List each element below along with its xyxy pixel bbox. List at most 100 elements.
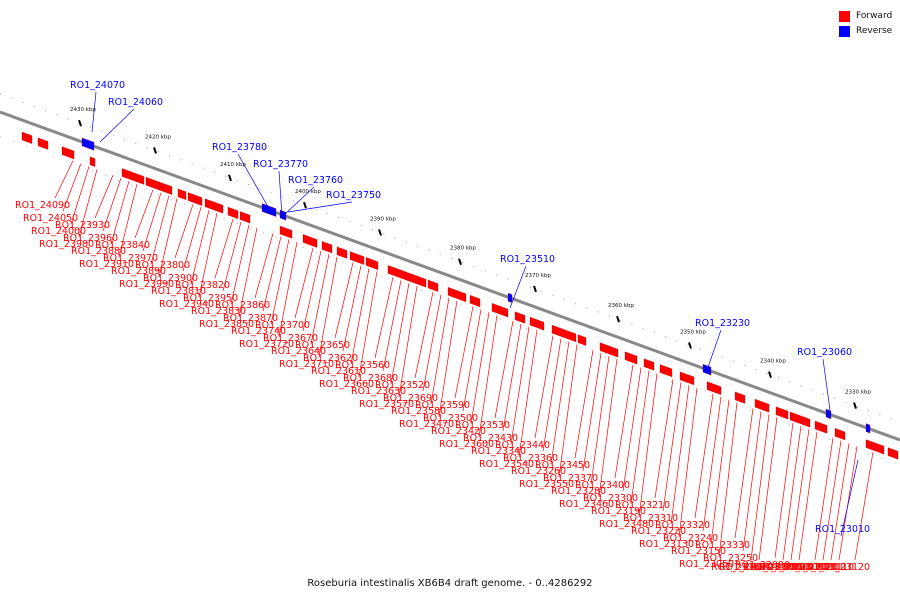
forward-gene-label[interactable]: RO1_23050 — [679, 402, 738, 570]
forward-gene-label[interactable]: RO1_23520 — [375, 291, 434, 391]
forward-gene[interactable] — [145, 176, 161, 191]
forward-gene-label[interactable]: RO1_23990 — [119, 198, 178, 290]
forward-gene-label[interactable]: RO1_23190 — [591, 370, 650, 517]
forward-gene-label[interactable]: RO1_23900 — [143, 207, 202, 284]
forward-gene-label[interactable]: RO1_23710 — [279, 256, 338, 370]
forward-gene[interactable] — [61, 146, 75, 160]
forward-gene-label[interactable]: RO1_23440 — [495, 335, 554, 451]
forward-gene-label[interactable]: RO1_23210 — [615, 379, 674, 511]
forward-gene-label[interactable]: RO1_23590 — [415, 306, 474, 411]
forward-gene-label[interactable]: RO1_23620 — [303, 265, 362, 364]
forward-gene-label[interactable]: RO1_23610 — [311, 268, 370, 377]
forward-gene-label[interactable]: RO1_23660 — [319, 271, 378, 390]
forward-gene[interactable] — [279, 225, 293, 239]
forward-gene-label[interactable]: RO1_23280 — [551, 355, 610, 497]
reverse-gene-label[interactable]: RO1_23750 — [287, 190, 381, 213]
forward-gene[interactable] — [789, 411, 811, 428]
forward-gene-label[interactable]: RO1_23100 — [791, 443, 850, 573]
forward-gene-label[interactable]: RO1_23430 — [463, 323, 522, 444]
forward-gene-label[interactable]: RO1_23810 — [151, 210, 210, 297]
forward-gene-label[interactable]: RO1_23110 — [799, 446, 858, 573]
forward-gene[interactable] — [227, 206, 239, 219]
forward-gene-label[interactable]: RO1_23680 — [343, 280, 402, 384]
forward-gene-label[interactable]: RO1_24000 — [31, 166, 90, 237]
reverse-gene-label[interactable]: RO1_23060 — [797, 347, 852, 411]
forward-gene[interactable] — [159, 182, 173, 195]
forward-gene[interactable] — [643, 358, 655, 371]
forward-gene-label[interactable]: RO1_23130 — [639, 387, 698, 550]
forward-gene[interactable] — [427, 279, 439, 292]
forward-gene-label[interactable]: RO1_23570 — [359, 285, 418, 410]
forward-gene-label[interactable]: RO1_23840 — [95, 189, 154, 251]
forward-gene[interactable] — [529, 316, 545, 331]
forward-gene[interactable] — [387, 265, 427, 288]
forward-gene[interactable] — [89, 156, 96, 167]
forward-gene-label[interactable]: RO1_23690 — [383, 294, 442, 404]
forward-gene-label[interactable]: RO1_23240 — [663, 396, 722, 544]
forward-gene-label[interactable]: RO1_23720 — [239, 242, 298, 350]
forward-gene[interactable] — [865, 439, 885, 455]
forward-gene[interactable] — [469, 295, 481, 308]
forward-gene-label[interactable]: RO1_23910 — [79, 183, 138, 270]
reverse-gene[interactable] — [81, 137, 95, 151]
forward-gene[interactable] — [679, 371, 695, 386]
forward-gene-label[interactable]: RO1_23330 — [695, 408, 754, 551]
forward-gene-label[interactable]: RO1_23170 — [743, 425, 802, 573]
forward-gene-label[interactable]: RO1_23700 — [255, 247, 314, 331]
forward-gene-label[interactable]: RO1_23470 — [399, 300, 458, 430]
forward-gene-label[interactable]: RO1_23800 — [135, 204, 194, 271]
forward-gene-label[interactable]: RO1_23560 — [335, 277, 394, 371]
forward-gene-label[interactable]: RO1_23540 — [479, 329, 538, 470]
forward-gene-label[interactable]: RO1_23220 — [631, 385, 690, 537]
forward-gene-label[interactable]: RO1_23500 — [423, 309, 482, 424]
forward-gene[interactable] — [577, 334, 587, 346]
forward-gene-label[interactable]: RO1_23740 — [231, 239, 290, 337]
forward-gene-label[interactable]: RO1_23980 — [39, 169, 98, 250]
forward-gene-label[interactable]: RO1_23020 — [783, 440, 842, 573]
forward-gene-label[interactable]: RO1_23870 — [223, 236, 282, 324]
forward-gene[interactable] — [814, 420, 828, 434]
forward-gene-label[interactable]: RO1_23120 — [815, 452, 874, 573]
forward-gene-label[interactable]: RO1_23550 — [519, 344, 578, 490]
reverse-gene-label[interactable]: RO1_23760 — [284, 175, 343, 215]
forward-gene-label[interactable]: RO1_23080 — [751, 428, 810, 573]
forward-gene-label[interactable]: RO1_23000 — [759, 431, 818, 573]
forward-gene[interactable] — [239, 211, 251, 224]
forward-gene[interactable] — [321, 241, 333, 254]
forward-gene-label[interactable]: RO1_23370 — [543, 352, 602, 484]
forward-gene-label[interactable]: RO1_23250 — [703, 411, 762, 564]
forward-gene-label[interactable]: RO1_23320 — [655, 393, 714, 531]
forward-gene-label[interactable]: RO1_23400 — [575, 364, 634, 491]
forward-gene-label[interactable]: RO1_23260 — [511, 341, 570, 477]
forward-gene-label[interactable]: RO1_23340 — [471, 326, 530, 457]
reverse-gene-label[interactable]: RO1_24060 — [99, 97, 163, 143]
forward-gene[interactable] — [734, 391, 746, 404]
forward-gene-label[interactable]: RO1_23600 — [439, 315, 498, 450]
forward-gene-label[interactable]: RO1_23580 — [391, 297, 450, 417]
forward-gene-label[interactable]: RO1_23420 — [431, 312, 490, 437]
forward-gene-label[interactable]: RO1_24090 — [15, 160, 74, 211]
forward-gene[interactable] — [706, 381, 722, 395]
forward-gene-label[interactable]: RO1_23630 — [351, 282, 410, 397]
forward-gene-label[interactable]: RO1_23940 — [159, 213, 218, 310]
forward-gene-label[interactable]: RO1_23300 — [583, 367, 642, 504]
forward-gene[interactable] — [659, 364, 673, 378]
forward-gene[interactable] — [775, 406, 789, 420]
forward-gene-label[interactable]: RO1_23670 — [263, 250, 322, 344]
forward-gene-label[interactable]: RO1_23650 — [295, 262, 354, 351]
forward-gene-label[interactable]: RO1_23860 — [215, 233, 274, 311]
forward-gene-label[interactable]: RO1_23450 — [535, 350, 594, 471]
forward-gene[interactable] — [37, 137, 49, 150]
reverse-gene-label[interactable]: RO1_23780 — [212, 142, 273, 215]
forward-gene-label[interactable]: RO1_23460 — [559, 358, 618, 510]
forward-gene-label[interactable]: RO1_23640 — [271, 253, 330, 357]
forward-gene[interactable] — [887, 447, 899, 460]
reverse-gene[interactable] — [865, 423, 871, 434]
forward-gene-label[interactable]: RO1_23890 — [111, 195, 170, 277]
forward-gene[interactable] — [599, 342, 619, 358]
forward-gene[interactable] — [336, 246, 348, 259]
forward-gene-label[interactable]: RO1_23160 — [711, 414, 770, 573]
forward-gene[interactable] — [187, 192, 203, 206]
forward-gene[interactable] — [754, 398, 770, 413]
